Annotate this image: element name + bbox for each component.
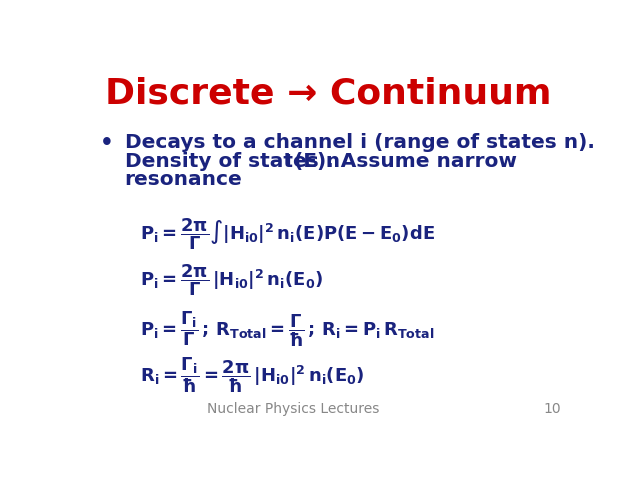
Text: i: i: [286, 155, 291, 169]
Text: 10: 10: [543, 402, 561, 416]
Text: resonance: resonance: [125, 170, 243, 189]
Text: •: •: [100, 133, 113, 154]
Text: (E). Assume narrow: (E). Assume narrow: [294, 152, 517, 171]
Text: Discrete → Continuum: Discrete → Continuum: [105, 76, 551, 110]
Text: $\mathbf{P_i = \dfrac{\Gamma_i}{\Gamma}\, ;\, R_{Total} = \dfrac{\Gamma}{\hbar}\: $\mathbf{P_i = \dfrac{\Gamma_i}{\Gamma}\…: [140, 309, 434, 348]
Text: $\mathbf{P_i = \dfrac{2\pi}{\Gamma} \int |H_{i0}|^{2}\, n_i(E)P(E - E_0)dE}$: $\mathbf{P_i = \dfrac{2\pi}{\Gamma} \int…: [140, 216, 435, 252]
Text: Decays to a channel i (range of states n).: Decays to a channel i (range of states n…: [125, 133, 595, 152]
Text: Nuclear Physics Lectures: Nuclear Physics Lectures: [207, 402, 380, 416]
Text: $\mathbf{P_i = \dfrac{2\pi}{\Gamma}\, |H_{i0}|^{2}\, n_i(E_0)}$: $\mathbf{P_i = \dfrac{2\pi}{\Gamma}\, |H…: [140, 263, 323, 299]
Text: $\mathbf{R_i = \dfrac{\Gamma_i}{\hbar} = \dfrac{2\pi}{\hbar}\, |H_{i0}|^{2}\, n_: $\mathbf{R_i = \dfrac{\Gamma_i}{\hbar} =…: [140, 355, 364, 395]
Text: Density of states n: Density of states n: [125, 152, 340, 171]
